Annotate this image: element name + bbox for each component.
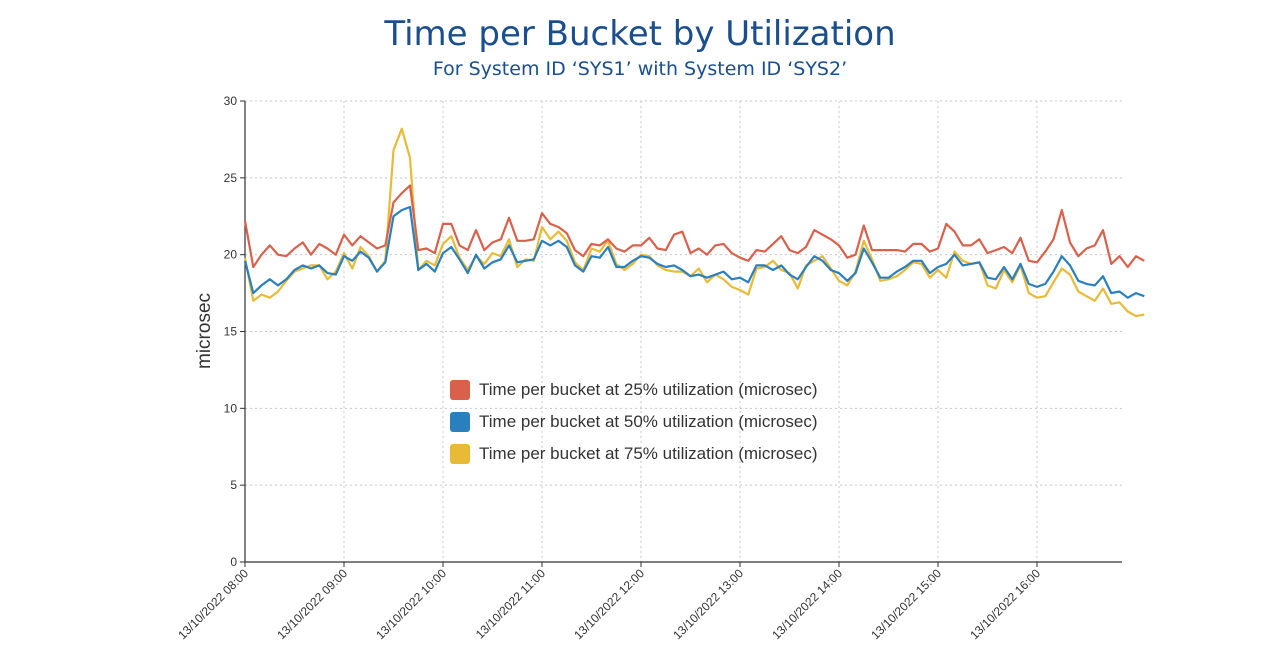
chart-subtitle: For System ID ‘SYS1’ with System ID ‘SYS… <box>432 58 848 80</box>
legend-item-75[interactable]: Time per bucket at 75% utilization (micr… <box>450 438 818 470</box>
x-tick-label: 13/10/2022 11:00 <box>473 566 549 642</box>
tick-labels: 0 5 10 15 20 25 30 13/10/2022 08:00 13/10/2022 0… <box>175 94 1043 642</box>
y-tick-label: 15 <box>224 325 238 339</box>
legend-label-50: Time per bucket at 50% utilization (micr… <box>479 412 818 431</box>
x-tick-label: 13/10/2022 08:00 <box>175 566 251 642</box>
legend-item-25[interactable]: Time per bucket at 25% utilization (micr… <box>450 374 818 406</box>
y-tick-label: 0 <box>230 555 237 569</box>
legend: Time per bucket at 25% utilization (micr… <box>450 374 818 470</box>
x-tick-label: 13/10/2022 14:00 <box>769 566 845 642</box>
x-tick-label: 13/10/2022 13:00 <box>670 566 746 642</box>
series-lines <box>243 127 1145 318</box>
grid-lines <box>245 100 1122 562</box>
axes <box>240 100 1122 567</box>
y-tick-label: 20 <box>224 248 238 262</box>
series-line-50 <box>243 205 1145 299</box>
legend-label-75: Time per bucket at 75% utilization (micr… <box>479 444 818 463</box>
legend-swatch-75 <box>450 444 470 464</box>
legend-item-50[interactable]: Time per bucket at 50% utilization (micr… <box>450 406 818 438</box>
y-tick-label: 10 <box>224 401 238 415</box>
y-tick-label: 30 <box>224 94 238 108</box>
x-tick-label: 13/10/2022 09:00 <box>274 566 350 642</box>
x-tick-label: 13/10/2022 12:00 <box>571 566 647 642</box>
y-axis-label: microsec <box>194 293 215 369</box>
series-line-75 <box>243 127 1145 318</box>
legend-swatch-25 <box>450 380 470 400</box>
y-tick-label: 5 <box>230 478 237 492</box>
x-tick-label: 13/10/2022 10:00 <box>373 566 449 642</box>
chart-title: Time per Bucket by Utilization <box>384 14 896 54</box>
series-line-25 <box>243 184 1145 269</box>
y-tick-label: 25 <box>224 171 238 185</box>
legend-swatch-50 <box>450 412 470 432</box>
x-tick-label: 13/10/2022 16:00 <box>967 566 1043 642</box>
legend-label-25: Time per bucket at 25% utilization (micr… <box>479 380 818 399</box>
x-tick-label: 13/10/2022 15:00 <box>868 566 944 642</box>
